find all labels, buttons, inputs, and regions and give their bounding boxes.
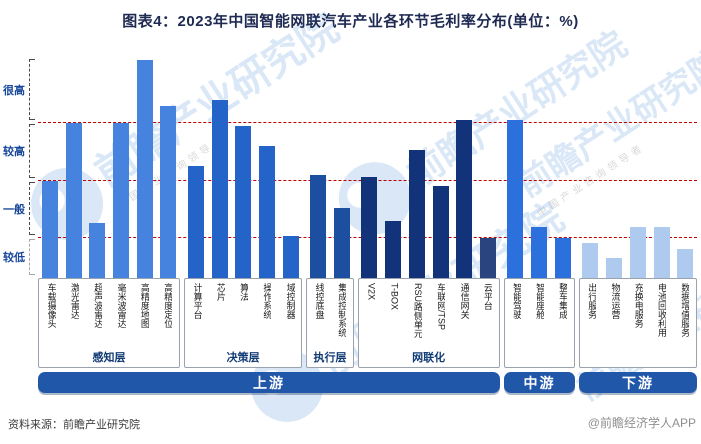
bar-数据增值服务 xyxy=(677,249,694,278)
category-label: 毫米波雷达 xyxy=(116,283,126,328)
y-band-bracket: 较低 xyxy=(3,239,35,275)
bar-激光雷达 xyxy=(65,123,82,278)
stream-band-downstream: 下游 xyxy=(579,372,697,393)
category-label: 算法 xyxy=(239,283,249,301)
stream-band-upstream: 上游 xyxy=(38,372,500,393)
bar-集成控制系统 xyxy=(333,208,350,278)
category-label: 车联网/TSP xyxy=(436,283,446,331)
category-label: 云平台 xyxy=(482,283,492,310)
bar-毫米波雷达 xyxy=(112,123,129,278)
category-label: 芯片 xyxy=(215,283,225,301)
bar-超声波雷达 xyxy=(89,223,106,278)
category-label: 车载摄像头 xyxy=(46,283,56,328)
group-执行层: 线控底盘 集成控制系统执行层 xyxy=(306,58,354,368)
y-band-label: 一般 xyxy=(3,203,25,216)
category-label: T-BOX xyxy=(389,283,399,311)
category-label: 充换电服务 xyxy=(633,283,643,328)
category-label: 数据增值服务 xyxy=(680,283,690,337)
category-label-box: 线控底盘 集成控制系统执行层 xyxy=(306,278,354,368)
category-label: 集成控制系统 xyxy=(337,283,347,337)
y-band-bracket: 一般 xyxy=(3,182,35,235)
bar-车载摄像头 xyxy=(41,181,58,278)
group-感知层: 车载摄像头 激光雷达 超声波雷达 毫米波雷达 高精度地图 高精度定位感知层 xyxy=(38,58,180,368)
category-label-box: 计算平台 芯片 算法 操作系统 域控制器决策层 xyxy=(184,278,303,368)
bar-芯片 xyxy=(211,100,228,278)
y-band-label: 较低 xyxy=(3,252,25,264)
bar-整车集成 xyxy=(554,238,571,278)
bar-RSU路侧单元 xyxy=(408,150,425,278)
bar-车联网/TSP xyxy=(432,186,449,278)
stream-band-midstream: 中游 xyxy=(504,372,575,393)
y-band-label: 很高 xyxy=(3,84,25,97)
group-中游: 智能驾驶 智能座舱 整车集成 xyxy=(503,58,575,368)
bar-云平台 xyxy=(479,238,496,278)
category-label-box: 智能驾驶 智能座舱 整车集成 xyxy=(503,278,575,368)
category-label-box: V2X T-BOX RSU路侧单元 车联网/TSP 通信网关 云平台网联化 xyxy=(357,278,500,368)
bar-操作系统 xyxy=(258,146,275,278)
category-label: V2X xyxy=(366,283,376,301)
y-band-label: 较高 xyxy=(3,146,25,158)
group-决策层: 计算平台 芯片 算法 操作系统 域控制器决策层 xyxy=(184,58,303,368)
layer-label-执行层: 执行层 xyxy=(313,352,347,364)
group-网联化: V2X T-BOX RSU路侧单元 车联网/TSP 通信网关 云平台网联化 xyxy=(357,58,500,368)
stream-band-label: 上游 xyxy=(253,374,285,391)
bar-电池回收利用 xyxy=(653,227,670,278)
layer-label-决策层: 决策层 xyxy=(226,352,260,364)
chart-title: 图表4：2023年中国智能网联汽车产业各环节毛利率分布(单位：%) xyxy=(122,13,579,30)
bar-智能驾驶 xyxy=(507,120,524,278)
category-label: RSU路侧单元 xyxy=(412,283,422,339)
credit-text: @前瞻经济学人APP xyxy=(587,416,696,430)
threshold-gridline xyxy=(38,122,697,123)
category-label-box: 出行服务 物流运营 充换电服务 电池回收利用 数据增值服务 xyxy=(578,278,697,368)
category-label: 智能座舱 xyxy=(535,283,545,319)
bar-T-BOX xyxy=(385,221,402,278)
category-label: 通信网关 xyxy=(459,283,469,319)
category-label-box: 车载摄像头 激光雷达 超声波雷达 毫米波雷达 高精度地图 高精度定位感知层 xyxy=(38,278,180,368)
layer-label-感知层: 感知层 xyxy=(92,352,126,364)
bar-线控底盘 xyxy=(310,175,327,278)
category-label: 高精度地图 xyxy=(139,283,149,328)
stream-band-label: 下游 xyxy=(622,374,654,391)
category-label: 出行服务 xyxy=(587,283,597,319)
bar-智能座舱 xyxy=(531,227,548,278)
category-label: 线控底盘 xyxy=(314,283,324,319)
bar-高精度定位 xyxy=(160,106,177,278)
category-label: 物流运营 xyxy=(610,283,620,319)
y-band-bracket: 较高 xyxy=(3,124,35,178)
group-下游: 出行服务 物流运营 充换电服务 电池回收利用 数据增值服务 xyxy=(578,58,697,368)
y-band-bracket: 很高 xyxy=(3,59,35,120)
stream-band-label: 中游 xyxy=(523,374,556,391)
y-axis: 很高 较高 一般 较低 xyxy=(0,58,37,278)
bar-算法 xyxy=(235,126,252,278)
category-label: 激光雷达 xyxy=(69,283,79,319)
bar-出行服务 xyxy=(582,243,599,278)
category-label: 智能驾驶 xyxy=(512,283,522,319)
category-label: 整车集成 xyxy=(558,283,568,319)
layer-label-网联化: 网联化 xyxy=(412,352,446,364)
bar-高精度地图 xyxy=(136,60,153,278)
category-label: 操作系统 xyxy=(262,283,272,319)
bar-groups: 车载摄像头 激光雷达 超声波雷达 毫米波雷达 高精度地图 高精度定位感知层 计算平台 芯片 算法… xyxy=(38,58,697,368)
category-label: 域控制器 xyxy=(285,283,295,319)
category-label: 计算平台 xyxy=(192,283,202,319)
bar-充换电服务 xyxy=(629,227,646,278)
bar-物流运营 xyxy=(606,258,623,278)
bar-计算平台 xyxy=(187,166,204,278)
category-label: 超声波雷达 xyxy=(93,283,103,328)
bar-域控制器 xyxy=(282,236,299,278)
bar-V2X xyxy=(361,177,378,278)
category-label: 电池回收利用 xyxy=(657,283,667,337)
source-text: 资料来源：前瞻产业研究院 xyxy=(8,419,140,431)
bar-通信网关 xyxy=(456,120,473,278)
category-label: 高精度定位 xyxy=(163,283,173,328)
